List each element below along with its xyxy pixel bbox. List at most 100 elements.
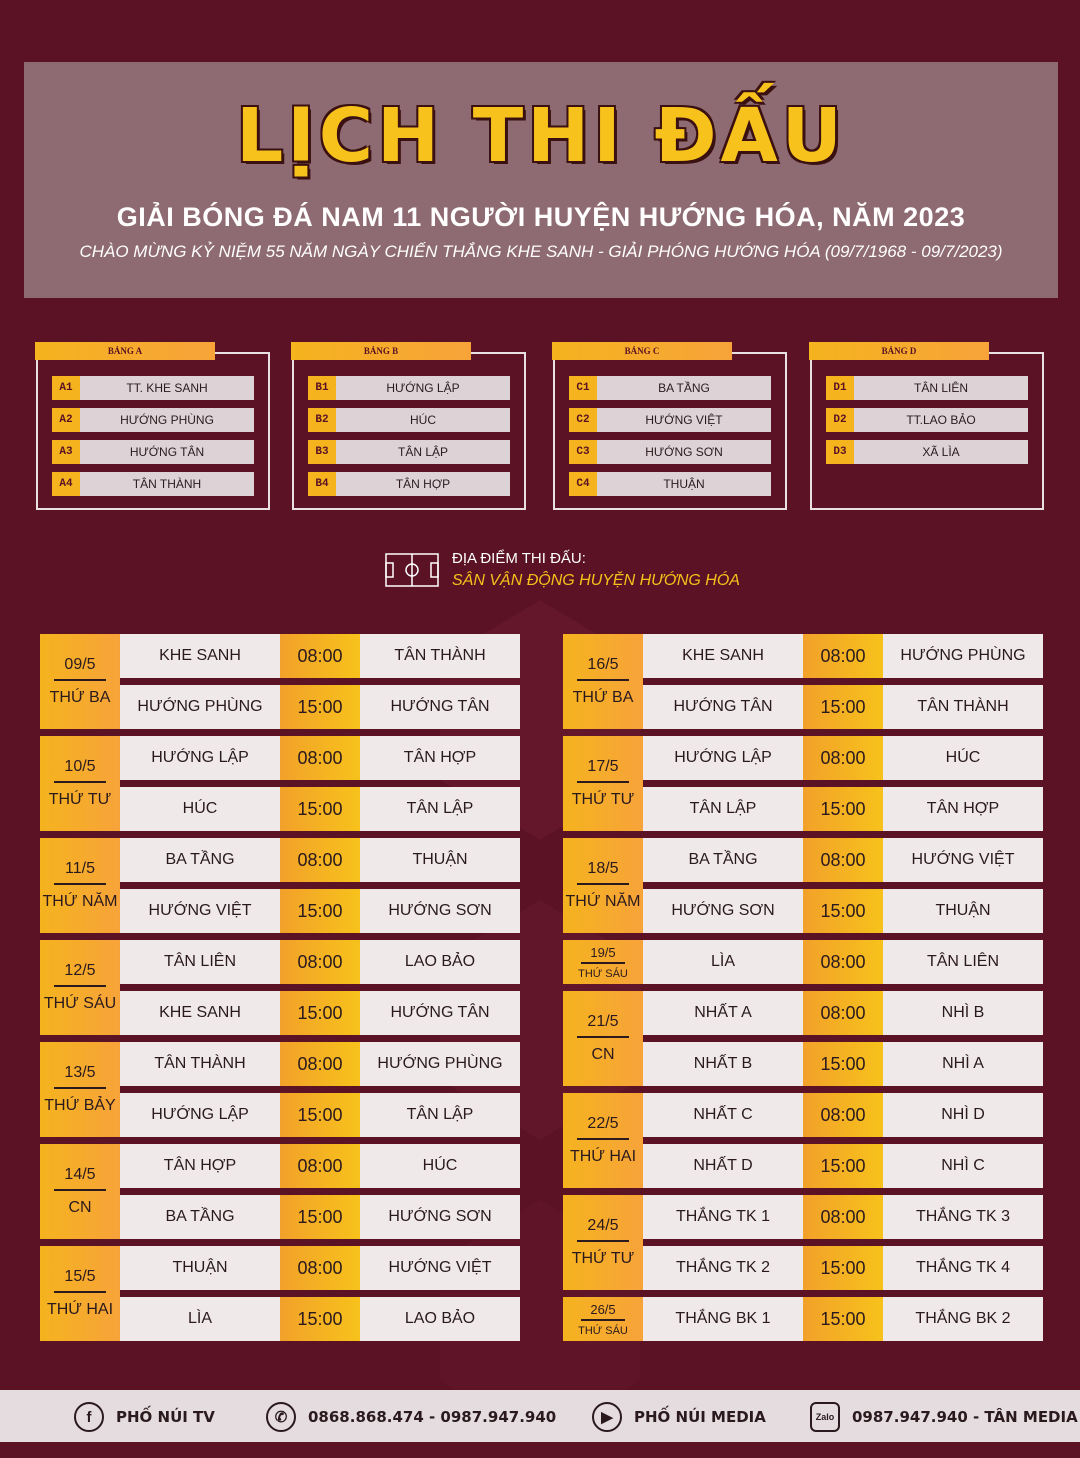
group-team-row: C2 HƯỚNG VIỆT	[569, 408, 771, 432]
team-code: C3	[569, 440, 597, 464]
footer-contact-2[interactable]: ✆ 0868.868.474 - 0987.947.940	[266, 1402, 556, 1432]
match-time: 08:00	[280, 1246, 360, 1290]
match-time: 08:00	[280, 1144, 360, 1188]
away-team: HƯỚNG TÂN	[360, 991, 520, 1035]
group-team-row: B2 HÚC	[308, 408, 510, 432]
match-date: 18/5	[577, 860, 629, 885]
away-team: TÂN THÀNH	[883, 685, 1043, 729]
match-day: 09/5 THỨ BA KHE SANH 08:00 TÂN THÀNH HƯỚNG PH…	[40, 634, 520, 729]
match-time: 15:00	[803, 1246, 883, 1290]
match-day: 24/5 THỨ TƯ THẮNG TK 1 08:00 THẮNG TK 3 THẮNG…	[563, 1195, 1043, 1290]
footer-contact-text: PHỐ NÚI TV	[116, 1408, 215, 1426]
group-title: BẢNG B	[291, 342, 471, 360]
date-block: 22/5 THỨ HAI	[563, 1093, 643, 1188]
group-team-row: D2 TT.LAO BẢO	[826, 408, 1028, 432]
team-code: B4	[308, 472, 336, 496]
match-row: THẮNG TK 2 15:00 THẮNG TK 4	[643, 1246, 1043, 1290]
team-code: A4	[52, 472, 80, 496]
match-row: HÚC 15:00 TÂN LẬP	[120, 787, 520, 831]
match-weekday: THỨ BA	[49, 689, 111, 706]
match-weekday: THỨ NĂM	[42, 893, 118, 910]
match-weekday: THỨ SÁU	[43, 995, 117, 1012]
match-row: THUẬN 08:00 HƯỚNG VIỆT	[120, 1246, 520, 1290]
team-name: TT.LAO BẢO	[854, 408, 1028, 432]
group-team-row: B1 HƯỚNG LẬP	[308, 376, 510, 400]
team-code: B3	[308, 440, 336, 464]
team-name: XÃ LÌA	[854, 440, 1028, 464]
date-block: 17/5 THỨ TƯ	[563, 736, 643, 831]
home-team: HƯỚNG PHÙNG	[120, 685, 280, 729]
match-day: 16/5 THỨ BA KHE SANH 08:00 HƯỚNG PHÙNG HƯỚNG …	[563, 634, 1043, 729]
footer-contact-4[interactable]: Zalo 0987.947.940 - TÂN MEDIA	[810, 1402, 1078, 1432]
match-weekday: CN	[591, 1046, 615, 1063]
away-team: HƯỚNG PHÙNG	[883, 634, 1043, 678]
home-team: HƯỚNG LẬP	[120, 1093, 280, 1137]
match-day: 12/5 THỨ SÁU TÂN LIÊN 08:00 LAO BẢO KHE SANH 1…	[40, 940, 520, 1035]
youtube-icon: ▶	[592, 1402, 622, 1432]
away-team: LAO BẢO	[360, 940, 520, 984]
team-name: HƯỚNG LẬP	[336, 376, 510, 400]
away-team: HƯỚNG VIỆT	[883, 838, 1043, 882]
match-row: TÂN THÀNH 08:00 HƯỚNG PHÙNG	[120, 1042, 520, 1086]
home-team: TÂN HỢP	[120, 1144, 280, 1188]
match-time: 15:00	[803, 1042, 883, 1086]
away-team: HƯỚNG SƠN	[360, 889, 520, 933]
team-code: A3	[52, 440, 80, 464]
team-name: HÚC	[336, 408, 510, 432]
away-team: THẮNG BK 2	[883, 1297, 1043, 1341]
group-team-row: A3 HƯỚNG TÂN	[52, 440, 254, 464]
team-code: B1	[308, 376, 336, 400]
away-team: THẮNG TK 4	[883, 1246, 1043, 1290]
match-day: 11/5 THỨ NĂM BA TẦNG 08:00 THUẬN HƯỚNG VIỆT 15…	[40, 838, 520, 933]
away-team: TÂN LẬP	[360, 787, 520, 831]
home-team: KHE SANH	[643, 634, 803, 678]
match-row: TÂN LẬP 15:00 TÂN HỢP	[643, 787, 1043, 831]
team-name: TÂN LẬP	[336, 440, 510, 464]
match-day: 22/5 THỨ HAI NHẤT C 08:00 NHÌ D NHẤT D 15:00 NH…	[563, 1093, 1043, 1188]
match-row: HƯỚNG PHÙNG 15:00 HƯỚNG TÂN	[120, 685, 520, 729]
team-code: A1	[52, 376, 80, 400]
home-team: BA TẦNG	[120, 1195, 280, 1239]
team-name: THUẬN	[597, 472, 771, 496]
match-weekday: THỨ TƯ	[571, 791, 635, 808]
date-block: 10/5 THỨ TƯ	[40, 736, 120, 831]
date-block: 19/5 THỨ SÁU	[563, 940, 643, 984]
group-b: BẢNG B B1 HƯỚNG LẬP B2 HÚC B3 TÂN LẬP B4 TÂN HỢP	[291, 342, 526, 510]
group-title: BẢNG C	[552, 342, 732, 360]
group-team-row: A2 HƯỚNG PHÙNG	[52, 408, 254, 432]
match-time: 15:00	[803, 1144, 883, 1188]
match-row: HƯỚNG VIỆT 15:00 HƯỚNG SƠN	[120, 889, 520, 933]
match-time: 15:00	[803, 889, 883, 933]
match-time: 15:00	[280, 991, 360, 1035]
match-date: 24/5	[577, 1217, 629, 1242]
away-team: TÂN THÀNH	[360, 634, 520, 678]
page-title: LỊCH THI ĐẤU	[236, 93, 846, 179]
home-team: HƯỚNG SƠN	[643, 889, 803, 933]
footer-contact-text: PHỐ NÚI MEDIA	[634, 1408, 766, 1426]
team-name: HƯỚNG VIỆT	[597, 408, 771, 432]
group-c: BẢNG C C1 BA TẦNG C2 HƯỚNG VIỆT C3 HƯỚNG SƠN C4…	[552, 342, 787, 510]
match-row: KHE SANH 08:00 TÂN THÀNH	[120, 634, 520, 678]
match-row: BA TẦNG 08:00 THUẬN	[120, 838, 520, 882]
team-code: C2	[569, 408, 597, 432]
match-row: NHẤT B 15:00 NHÌ A	[643, 1042, 1043, 1086]
away-team: NHÌ D	[883, 1093, 1043, 1137]
match-time: 15:00	[280, 1297, 360, 1341]
home-team: HƯỚNG TÂN	[643, 685, 803, 729]
match-row: TÂN LIÊN 08:00 LAO BẢO	[120, 940, 520, 984]
match-time: 08:00	[280, 838, 360, 882]
match-time: 08:00	[803, 736, 883, 780]
footer-contact-3[interactable]: ▶ PHỐ NÚI MEDIA	[592, 1402, 766, 1432]
home-team: NHẤT D	[643, 1144, 803, 1188]
date-block: 15/5 THỨ HAI	[40, 1246, 120, 1341]
match-row: HƯỚNG LẬP 15:00 TÂN LẬP	[120, 1093, 520, 1137]
match-date: 22/5	[577, 1115, 629, 1140]
away-team: HÚC	[883, 736, 1043, 780]
home-team: LÌA	[120, 1297, 280, 1341]
group-title: BẢNG A	[35, 342, 215, 360]
match-row: TÂN HỢP 08:00 HÚC	[120, 1144, 520, 1188]
match-row: BA TẦNG 15:00 HƯỚNG SƠN	[120, 1195, 520, 1239]
match-weekday: THỨ HAI	[569, 1148, 637, 1165]
footer-contact-1[interactable]: f PHỐ NÚI TV	[74, 1402, 215, 1432]
team-code: D3	[826, 440, 854, 464]
